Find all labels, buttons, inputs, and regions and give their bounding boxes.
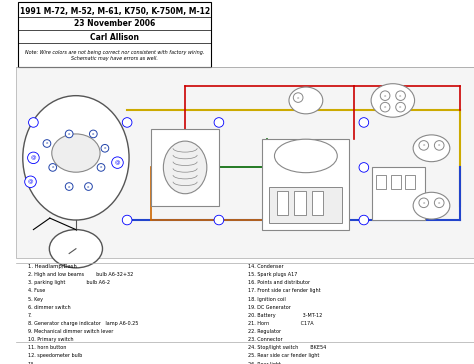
Ellipse shape [274,139,337,173]
Circle shape [97,163,105,171]
Text: x: x [399,94,402,98]
Circle shape [380,91,390,100]
Text: 21. Horn                     C17A: 21. Horn C17A [248,321,313,326]
Bar [269,186,342,223]
Bar [312,191,323,215]
Text: 2. High and low beams        bulb A6-32+32: 2. High and low beams bulb A6-32+32 [27,272,133,277]
Bar [376,175,386,189]
Bar [18,2,211,67]
Text: 11. horn button: 11. horn button [27,345,66,351]
Text: 20. Battery                  3-MT-12: 20. Battery 3-MT-12 [248,313,322,318]
Circle shape [101,145,109,152]
Text: 1. Headlamp/Dash: 1. Headlamp/Dash [27,264,76,269]
Bar [263,139,349,230]
Ellipse shape [49,230,102,268]
Circle shape [25,176,36,187]
Text: x: x [399,105,402,109]
Circle shape [90,130,97,138]
Circle shape [293,93,303,102]
Bar [391,175,401,189]
Text: x: x [100,165,102,169]
Text: 6. dimmer switch: 6. dimmer switch [27,305,70,310]
Circle shape [434,141,444,150]
Circle shape [359,215,369,225]
Bar [277,191,289,215]
Ellipse shape [289,87,323,114]
Circle shape [214,215,224,225]
Text: 15. Spark plugs A17: 15. Spark plugs A17 [248,272,297,277]
Text: x: x [297,96,300,100]
Circle shape [214,118,224,127]
Text: x: x [422,143,425,147]
Text: 17. Front side car fender light: 17. Front side car fender light [248,288,320,293]
Text: 25. Rear side car fender light: 25. Rear side car fender light [248,353,319,359]
Ellipse shape [371,84,415,117]
Text: 19. DC Generator: 19. DC Generator [248,305,291,310]
Bar [372,167,425,220]
Text: 26. Rear light: 26. Rear light [248,361,281,364]
Text: x: x [92,132,94,136]
Text: 7.: 7. [27,313,32,318]
Text: 23. Connector: 23. Connector [248,337,283,342]
Text: x: x [68,132,71,136]
Ellipse shape [23,96,129,220]
Circle shape [359,163,369,172]
Text: x: x [422,201,425,205]
Text: 18. Ignition coil: 18. Ignition coil [248,297,286,301]
Text: 12. speedometer bulb: 12. speedometer bulb [27,353,82,359]
Text: 14. Condenser: 14. Condenser [248,264,283,269]
Circle shape [49,163,56,171]
Text: @: @ [31,155,36,161]
Circle shape [85,183,92,190]
Text: 22. Regulator: 22. Regulator [248,329,281,334]
Text: Note: Wire colors are not being correct nor consistent with factory wiring.
Sche: Note: Wire colors are not being correct … [25,50,204,61]
Text: x: x [46,142,48,146]
Bar [151,129,219,206]
Text: 9. Mechanical dimmer switch lever: 9. Mechanical dimmer switch lever [27,329,113,334]
Text: @: @ [115,160,120,165]
Circle shape [396,91,405,100]
Ellipse shape [413,192,450,219]
Text: 1991 M-72, M-52, M-61, K750, K-750M, M-12: 1991 M-72, M-52, M-61, K750, K-750M, M-1… [19,7,210,16]
Text: x: x [52,165,54,169]
Circle shape [122,215,132,225]
Circle shape [112,157,123,169]
Bar [16,67,474,258]
Text: x: x [438,143,440,147]
Circle shape [396,102,405,112]
Text: x: x [68,185,71,189]
Circle shape [65,130,73,138]
Circle shape [419,198,428,207]
Text: x: x [438,201,440,205]
Bar [405,175,415,189]
Text: 23 November 2006: 23 November 2006 [74,19,155,28]
Text: x: x [384,94,386,98]
Circle shape [419,141,428,150]
Circle shape [28,118,38,127]
Text: 3. parking light              bulb A6-2: 3. parking light bulb A6-2 [27,280,109,285]
Circle shape [380,102,390,112]
Text: x: x [104,146,106,150]
Text: @: @ [28,179,33,184]
Ellipse shape [52,134,100,172]
Text: 5. Key: 5. Key [27,297,43,301]
Text: 13.: 13. [27,361,36,364]
Bar [294,191,306,215]
Text: 24. Stop/light switch        BKE54: 24. Stop/light switch BKE54 [248,345,326,351]
Text: 16. Points and distributor: 16. Points and distributor [248,280,310,285]
Text: 10. Primary switch: 10. Primary switch [27,337,73,342]
Circle shape [27,152,39,163]
Text: 8. Generator charge indicator   lamp A6-0.25: 8. Generator charge indicator lamp A6-0.… [27,321,138,326]
Circle shape [122,118,132,127]
Circle shape [434,198,444,207]
Text: Carl Allison: Carl Allison [90,33,139,42]
Text: x: x [87,185,90,189]
Ellipse shape [164,141,207,194]
Text: 4. Fuse: 4. Fuse [27,288,45,293]
Circle shape [43,140,51,147]
Ellipse shape [413,135,450,162]
Circle shape [65,183,73,190]
Text: x: x [384,105,386,109]
Circle shape [359,118,369,127]
